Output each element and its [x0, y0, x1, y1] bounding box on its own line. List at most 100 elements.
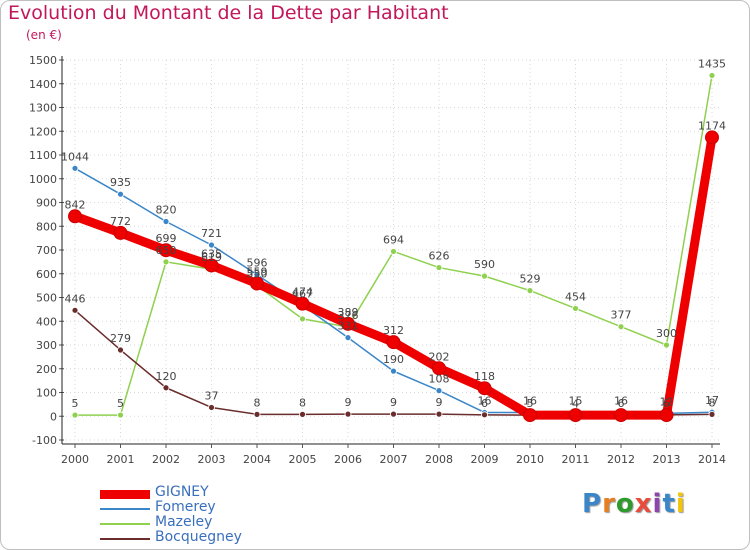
- data-label-bocquegney: 120: [156, 370, 177, 383]
- data-point-bocquegney: [117, 346, 124, 354]
- y-tick-label: 0: [50, 410, 57, 423]
- data-point-mazeley: [617, 323, 625, 331]
- data-label-bocquegney: 6: [481, 397, 488, 410]
- data-point-fomerey: [344, 334, 352, 342]
- data-label-fomerey: 108: [429, 373, 450, 386]
- data-label-fomerey: 820: [156, 204, 177, 217]
- data-point-mazeley: [708, 72, 716, 79]
- y-tick-label: 900: [36, 197, 57, 210]
- data-label-bocquegney: 9: [436, 396, 443, 409]
- data-point-mazeley: [572, 305, 579, 312]
- x-tick-label: 2002: [152, 453, 180, 466]
- data-label-mazeley: 376: [338, 309, 359, 322]
- x-tick-label: 2003: [198, 453, 226, 466]
- data-label-fomerey: 15: [569, 395, 583, 408]
- data-label-mazeley: 5: [72, 397, 79, 410]
- y-tick-label: 800: [36, 220, 57, 233]
- data-label-gigney: 474: [292, 286, 313, 299]
- data-point-fomerey: [117, 190, 124, 198]
- data-point-gigney: [204, 258, 219, 273]
- data-label-bocquegney: 9: [345, 396, 352, 409]
- data-label-bocquegney: 9: [390, 396, 397, 409]
- data-label-mazeley: 550: [247, 268, 268, 281]
- data-point-mazeley: [162, 258, 170, 266]
- data-label-gigney: 699: [156, 232, 177, 245]
- data-point-fomerey: [71, 164, 79, 172]
- x-tick-label: 2010: [516, 453, 544, 466]
- y-tick-label: 500: [36, 292, 57, 305]
- data-point-bocquegney: [390, 410, 397, 418]
- data-label-bocquegney: 6: [663, 397, 670, 410]
- data-point-gigney: [705, 130, 719, 145]
- data-label-gigney: 1174: [698, 119, 726, 132]
- data-point-mazeley: [526, 287, 534, 295]
- data-point-gigney: [159, 243, 173, 258]
- x-tick-label: 2014: [698, 453, 726, 466]
- x-tick-label: 2007: [380, 453, 408, 466]
- data-label-gigney: 118: [474, 370, 495, 383]
- data-point-bocquegney: [299, 410, 306, 418]
- data-point-gigney: [250, 276, 264, 291]
- data-label-fomerey: 596: [247, 257, 268, 270]
- x-tick-label: 2000: [61, 453, 89, 466]
- y-tick-label: 600: [36, 268, 57, 281]
- x-tick-label: 2001: [107, 453, 135, 466]
- y-tick-label: 1000: [29, 173, 57, 186]
- y-tick-label: -100: [32, 434, 57, 447]
- data-point-gigney: [386, 335, 401, 350]
- legend-swatch: [100, 538, 150, 540]
- data-label-mazeley: 454: [565, 290, 586, 303]
- data-label-fomerey: 935: [110, 176, 131, 189]
- y-tick-label: 1200: [29, 125, 57, 138]
- data-label-gigney: 312: [383, 324, 404, 337]
- data-label-bocquegney: 8: [299, 396, 306, 409]
- data-label-bocquegney: 279: [110, 332, 131, 345]
- y-tick-label: 1400: [29, 78, 57, 91]
- data-label-fomerey: 16: [478, 394, 492, 407]
- data-point-fomerey: [390, 367, 397, 375]
- data-label-bocquegney: 6: [618, 397, 625, 410]
- data-point-gigney: [614, 408, 628, 423]
- data-point-fomerey: [162, 218, 170, 225]
- data-point-mazeley: [390, 248, 397, 255]
- data-label-fomerey: 721: [201, 227, 222, 240]
- legend-label: Mazeley: [155, 514, 213, 530]
- data-point-bocquegney: [481, 411, 488, 419]
- chart-legend: GIGNEY Fomerey Mazeley Bocquegney: [100, 484, 300, 546]
- data-point-gigney: [659, 408, 674, 423]
- data-label-bocquegney: 37: [205, 389, 219, 402]
- data-label-bocquegney: 446: [65, 292, 86, 305]
- legend-label: GIGNEY: [155, 484, 209, 500]
- data-point-mazeley: [663, 341, 670, 349]
- data-label-fomerey: 190: [383, 353, 404, 366]
- data-point-gigney: [568, 408, 583, 423]
- data-point-gigney: [68, 209, 82, 224]
- data-label-mazeley: 377: [611, 309, 632, 322]
- data-label-mazeley: 529: [520, 273, 541, 286]
- x-tick-label: 2012: [607, 453, 635, 466]
- data-label-mazeley: 1435: [698, 57, 726, 70]
- legend-item-bocquegney: Bocquegney: [100, 530, 300, 546]
- data-label-mazeley: 300: [656, 327, 677, 340]
- y-tick-label: 100: [36, 387, 57, 400]
- legend-item-fomerey: Fomerey: [100, 500, 300, 516]
- data-point-mazeley: [481, 272, 488, 280]
- data-label-gigney: 635: [201, 247, 222, 260]
- y-tick-label: 200: [36, 363, 57, 376]
- data-point-gigney: [113, 225, 128, 240]
- chart-unit-label: (en €): [26, 28, 62, 42]
- data-label-gigney: 202: [429, 350, 450, 363]
- data-point-gigney: [341, 316, 355, 331]
- data-point-fomerey: [208, 241, 215, 249]
- data-label-mazeley: 626: [429, 250, 450, 263]
- data-label-fomerey: 17: [705, 394, 719, 407]
- data-point-bocquegney: [253, 410, 261, 418]
- x-tick-label: 2011: [562, 453, 590, 466]
- legend-swatch: [100, 490, 150, 499]
- x-tick-label: 2008: [425, 453, 453, 466]
- data-label-gigney: 389: [338, 306, 359, 319]
- data-point-bocquegney: [71, 306, 79, 314]
- data-label-mazeley: 694: [383, 233, 404, 246]
